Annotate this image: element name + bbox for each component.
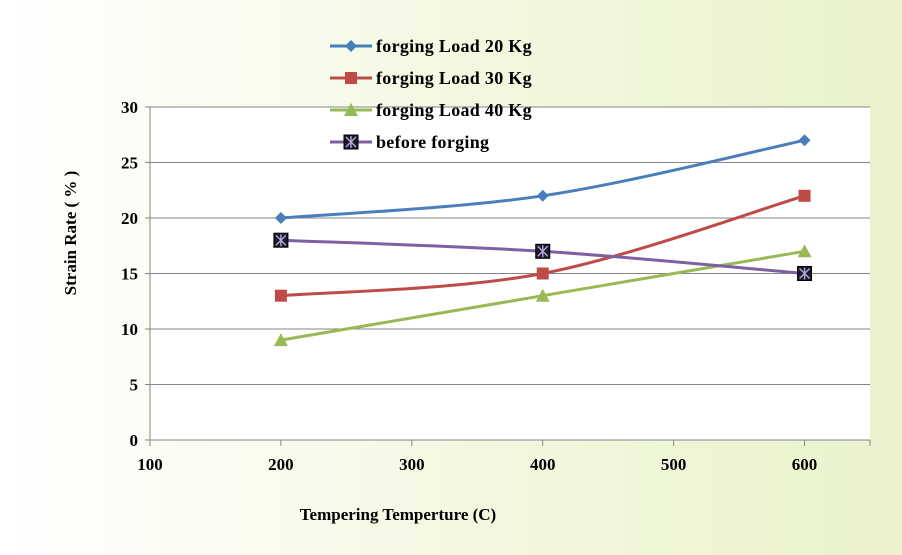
data-point-series-3 [797,244,812,258]
legend-marker [345,40,357,52]
legend-label: forging Load 30 Kg [376,68,532,88]
data-point-series-1 [798,134,811,147]
data-point-series-2 [798,189,811,202]
legend-label: before forging [376,132,489,152]
legend-entry-4: before forging [330,132,489,152]
marker-cross [537,245,549,258]
y-tick-label: 15 [121,265,138,284]
y-axis-label: Strain Rate ( % ) [61,171,80,296]
marker-cross [345,136,357,148]
data-point-series-3 [535,288,550,302]
x-tick-label: 400 [530,455,556,474]
data-point-series-1 [274,212,287,224]
y-tick-label: 0 [130,431,139,450]
y-tick-label: 25 [121,154,138,173]
data-point-series-4 [273,232,289,248]
legend-entry-1: forging Load 20 Kg [330,36,532,56]
x-tick-label: 200 [268,455,294,474]
x-tick-label: 100 [137,455,163,474]
legend-label: forging Load 20 Kg [376,36,532,56]
legend-label: forging Load 40 Kg [376,100,532,120]
marker-cross [799,267,811,280]
y-tick-label: 20 [121,209,138,228]
legend-entry-2: forging Load 30 Kg [330,68,532,88]
y-tick-label: 5 [130,376,139,395]
y-tick-label: 30 [121,98,138,117]
data-point-series-2 [274,289,287,302]
legend-marker [343,134,359,150]
legend-marker [345,72,357,84]
x-tick-label: 500 [661,455,687,474]
x-tick-label: 300 [399,455,425,474]
data-point-series-3 [273,333,288,347]
y-tick-label: 10 [121,320,138,339]
data-point-series-4 [797,266,813,281]
x-axis-label: Tempering Temperture (C) [300,505,496,524]
marker-cross [275,234,287,247]
data-point-series-4 [535,243,551,259]
legend-entry-3: forging Load 40 Kg [330,100,532,120]
x-tick-label: 600 [792,455,818,474]
data-point-series-2 [536,267,549,280]
legend-marker [344,103,358,116]
data-point-series-1 [536,189,549,202]
